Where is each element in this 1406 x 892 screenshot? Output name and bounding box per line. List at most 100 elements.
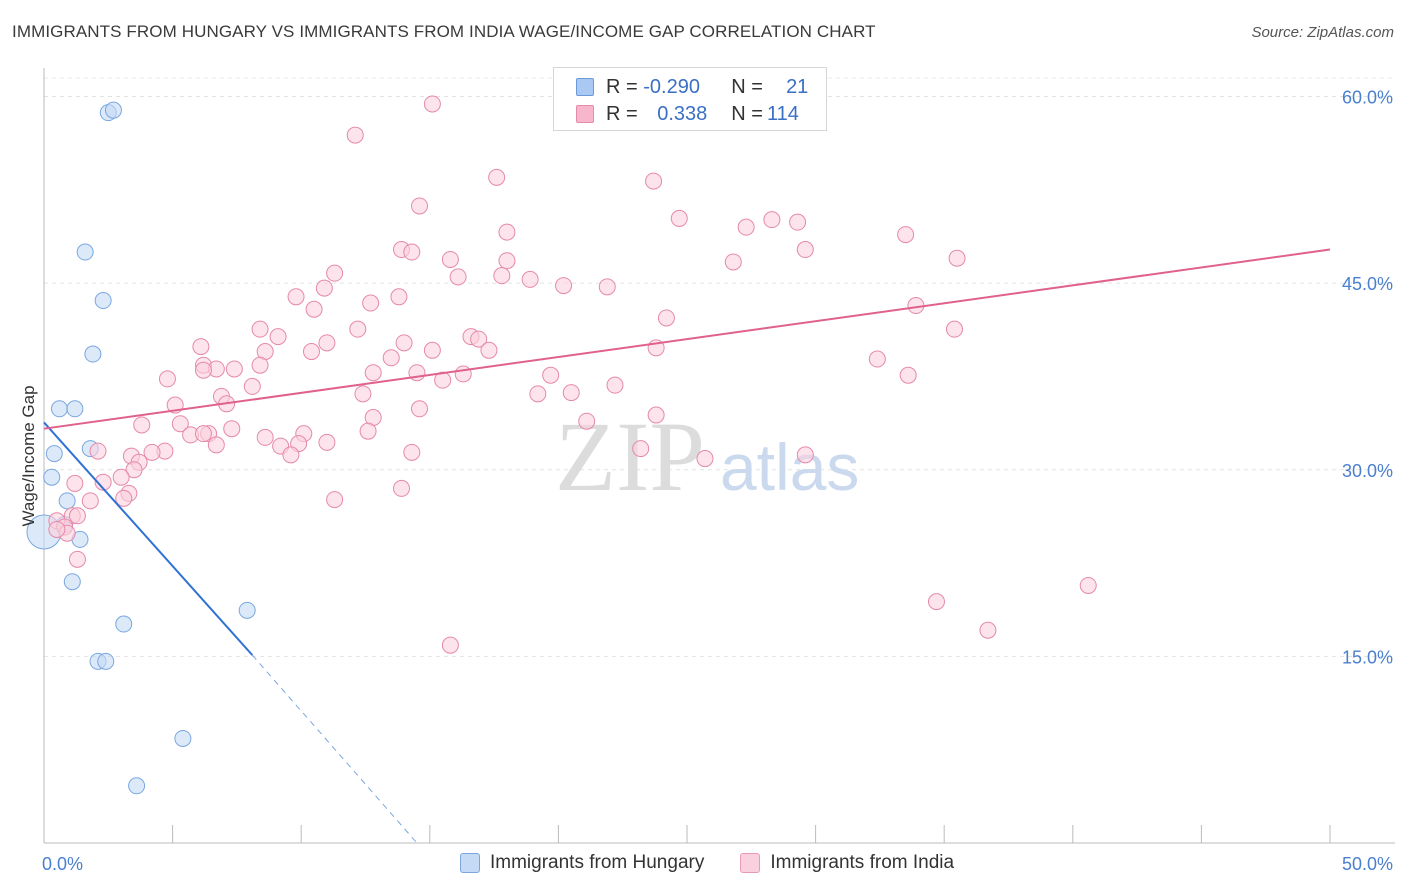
legend-r-value: 0.338 xyxy=(657,102,708,125)
india-point xyxy=(441,250,459,268)
india-point xyxy=(529,385,547,403)
legend-n-label: N = xyxy=(731,102,763,125)
hungary-point xyxy=(115,615,133,633)
axis-labels: 15.0% 30.0% 45.0% 60.0% 0.0% 50.0% Wage/Income… xyxy=(19,88,1393,875)
india-point xyxy=(796,446,814,464)
y-tick-label: 60.0% xyxy=(1342,88,1393,108)
india-point xyxy=(562,384,580,402)
y-tick-label: 45.0% xyxy=(1342,274,1393,294)
india-point xyxy=(423,341,441,359)
india-point xyxy=(542,366,560,384)
india-point xyxy=(302,343,320,361)
legend-r-label: R = xyxy=(606,102,638,125)
india-point xyxy=(696,450,714,468)
legend-item-india[interactable]: Immigrants from India xyxy=(740,852,954,874)
x-tick-label: 50.0% xyxy=(1342,854,1393,874)
india-point xyxy=(349,320,367,338)
hungary-point xyxy=(97,652,115,670)
hungary-trend-extension xyxy=(251,654,418,844)
chart-title: IMMIGRANTS FROM HUNGARY VS IMMIGRANTS FR… xyxy=(12,22,876,41)
india-point xyxy=(411,197,429,215)
legend-swatch-india xyxy=(740,853,761,873)
india-point xyxy=(158,370,176,388)
india-point xyxy=(243,377,261,395)
india-point xyxy=(724,253,742,271)
hungary-point xyxy=(238,601,256,619)
india-point xyxy=(441,636,459,654)
india-point xyxy=(470,330,488,348)
india-point xyxy=(606,376,624,394)
india-point xyxy=(207,436,225,454)
india-point xyxy=(305,300,323,318)
india-point xyxy=(598,278,616,296)
india-point xyxy=(256,428,274,446)
india-point xyxy=(133,416,151,434)
india-point xyxy=(251,356,269,374)
hungary-point xyxy=(76,243,94,261)
india-point xyxy=(364,364,382,382)
india-point xyxy=(68,550,86,568)
legend-label-india: Immigrants from India xyxy=(770,852,955,873)
india-point xyxy=(346,126,364,144)
hungary-point xyxy=(63,573,81,591)
hungary-point xyxy=(128,777,146,795)
india-point xyxy=(225,360,243,378)
legend-swatch-hungary xyxy=(576,78,594,96)
india-point xyxy=(81,492,99,510)
india-point xyxy=(979,621,997,639)
india-point xyxy=(493,267,511,285)
india-point xyxy=(403,243,421,261)
x-tick-label: 0.0% xyxy=(42,854,83,874)
india-point xyxy=(423,95,441,113)
india-point xyxy=(411,400,429,418)
india-point xyxy=(66,474,84,492)
india-point xyxy=(454,365,472,383)
legend-swatch-india xyxy=(576,105,594,123)
watermark: ZIP atlas xyxy=(555,401,859,512)
data-points xyxy=(26,95,1097,795)
india-point xyxy=(647,406,665,424)
india-point xyxy=(578,412,596,430)
india-point xyxy=(362,294,380,312)
india-point xyxy=(382,349,400,367)
legend-n-value: 114 xyxy=(766,102,799,125)
y-tick-label: 15.0% xyxy=(1342,647,1393,667)
legend-n-value: 21 xyxy=(786,75,809,98)
hungary-point xyxy=(104,101,122,119)
hungary-point xyxy=(84,345,102,363)
india-point xyxy=(192,338,210,356)
india-point xyxy=(326,491,344,509)
india-trend-line xyxy=(43,248,1331,430)
india-point xyxy=(1079,576,1097,594)
india-point xyxy=(68,507,86,525)
india-point xyxy=(488,168,506,186)
watermark-zip: ZIP xyxy=(555,401,705,512)
india-point xyxy=(125,461,143,479)
india-point xyxy=(115,489,133,507)
hungary-point xyxy=(174,729,192,747)
india-point xyxy=(326,264,344,282)
correlation-legend: R = -0.290 N = 21 R = 0.338 N = 114 xyxy=(553,67,827,131)
india-point xyxy=(480,341,498,359)
india-point xyxy=(395,334,413,352)
india-point xyxy=(632,440,650,458)
hungary-point xyxy=(94,292,112,310)
india-point xyxy=(393,479,411,497)
india-point xyxy=(390,288,408,306)
legend-swatch-hungary xyxy=(460,853,480,873)
legend-label-hungary: Immigrants from Hungary xyxy=(490,852,705,873)
source-label: Source: ZipAtlas.com xyxy=(1251,24,1394,41)
india-point xyxy=(89,442,107,460)
india-point xyxy=(354,385,372,403)
hungary-trend-line xyxy=(43,421,254,656)
india-point xyxy=(555,277,573,295)
india-point xyxy=(948,249,966,267)
india-point xyxy=(763,211,781,229)
y-tick-label: 30.0% xyxy=(1342,461,1393,481)
hungary-point xyxy=(50,400,68,418)
series-legend: Immigrants from Hungary Immigrants from … xyxy=(460,852,990,874)
india-point xyxy=(449,268,467,286)
india-point xyxy=(282,446,300,464)
legend-item-hungary[interactable]: Immigrants from Hungary xyxy=(460,852,704,874)
